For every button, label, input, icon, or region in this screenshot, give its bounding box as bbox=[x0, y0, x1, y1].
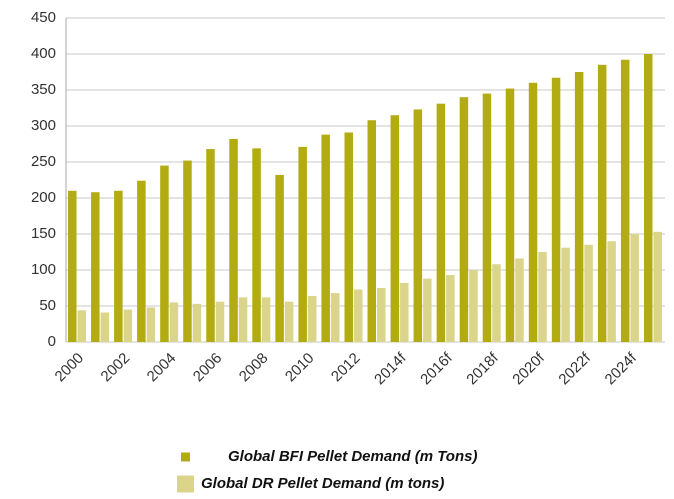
y-tick-label: 150 bbox=[31, 225, 56, 242]
bar bbox=[91, 192, 100, 342]
bar bbox=[206, 149, 215, 342]
x-tick-label: 2010 bbox=[282, 350, 318, 386]
bar bbox=[643, 54, 653, 342]
bar bbox=[607, 241, 616, 342]
bar bbox=[275, 174, 284, 342]
bar bbox=[344, 132, 353, 342]
bar bbox=[68, 190, 77, 342]
x-tick-label: 2008 bbox=[236, 350, 272, 386]
x-tick-label: 2014f bbox=[371, 349, 410, 388]
x-tick-label: 2000 bbox=[52, 350, 88, 386]
bar bbox=[459, 97, 469, 342]
legend-marker bbox=[181, 452, 190, 462]
bar bbox=[653, 231, 662, 342]
y-tick-label: 300 bbox=[31, 117, 56, 134]
bar bbox=[423, 278, 432, 342]
bar bbox=[413, 109, 423, 342]
x-tick-label: 2006 bbox=[190, 350, 226, 386]
bar bbox=[551, 77, 561, 342]
bar bbox=[630, 234, 639, 342]
bar bbox=[330, 293, 340, 342]
y-tick-label: 350 bbox=[31, 81, 56, 98]
bar bbox=[469, 270, 478, 342]
y-tick-label: 200 bbox=[31, 189, 56, 206]
x-tick-label: 2022f bbox=[555, 349, 594, 388]
bar bbox=[307, 295, 317, 342]
bar bbox=[620, 59, 630, 342]
bar bbox=[436, 103, 446, 343]
bar bbox=[574, 72, 584, 342]
bar bbox=[561, 247, 570, 342]
y-tick-label: 400 bbox=[31, 45, 56, 62]
bar bbox=[261, 297, 271, 342]
y-tick-label: 50 bbox=[39, 297, 56, 314]
bar bbox=[400, 282, 409, 342]
bar bbox=[597, 64, 607, 343]
legend-marker bbox=[177, 475, 194, 493]
bar bbox=[390, 115, 400, 342]
bar bbox=[100, 312, 110, 342]
bar bbox=[238, 297, 248, 342]
legend-label: Global DR Pellet Demand (m tons) bbox=[201, 475, 444, 492]
bar bbox=[482, 93, 492, 342]
bar bbox=[169, 302, 179, 342]
bar bbox=[377, 288, 386, 342]
bar bbox=[77, 310, 87, 342]
bar bbox=[584, 244, 593, 342]
x-tick-label: 2018f bbox=[463, 349, 502, 388]
bar bbox=[123, 309, 133, 342]
bar bbox=[538, 252, 547, 342]
bar bbox=[252, 148, 261, 342]
bar bbox=[298, 146, 307, 342]
bar bbox=[114, 190, 123, 342]
bar bbox=[284, 301, 294, 342]
bar bbox=[353, 289, 363, 342]
bar bbox=[192, 303, 202, 342]
y-tick-label: 0 bbox=[48, 333, 56, 350]
bar bbox=[137, 180, 146, 342]
bar bbox=[515, 258, 524, 342]
x-tick-label: 2024f bbox=[602, 349, 641, 388]
x-tick-label: 2012 bbox=[328, 350, 364, 386]
x-tick-label: 2016f bbox=[417, 349, 456, 388]
y-tick-label: 450 bbox=[31, 9, 56, 26]
bar bbox=[505, 88, 515, 342]
bar bbox=[215, 301, 225, 342]
bar bbox=[321, 134, 330, 342]
bar bbox=[146, 307, 156, 342]
bar bbox=[528, 82, 538, 343]
x-tick-label: 2004 bbox=[144, 350, 180, 386]
legend-label: Global BFI Pellet Demand (m Tons) bbox=[228, 448, 477, 465]
bar bbox=[492, 264, 501, 342]
y-tick-label: 100 bbox=[31, 261, 56, 278]
bar bbox=[446, 275, 455, 342]
y-tick-label: 250 bbox=[31, 153, 56, 170]
bar bbox=[160, 165, 169, 342]
bar bbox=[183, 160, 192, 342]
x-tick-label: 2002 bbox=[98, 350, 134, 386]
x-tick-label: 2020f bbox=[509, 349, 548, 388]
bar bbox=[367, 120, 377, 343]
bar bbox=[229, 138, 238, 342]
